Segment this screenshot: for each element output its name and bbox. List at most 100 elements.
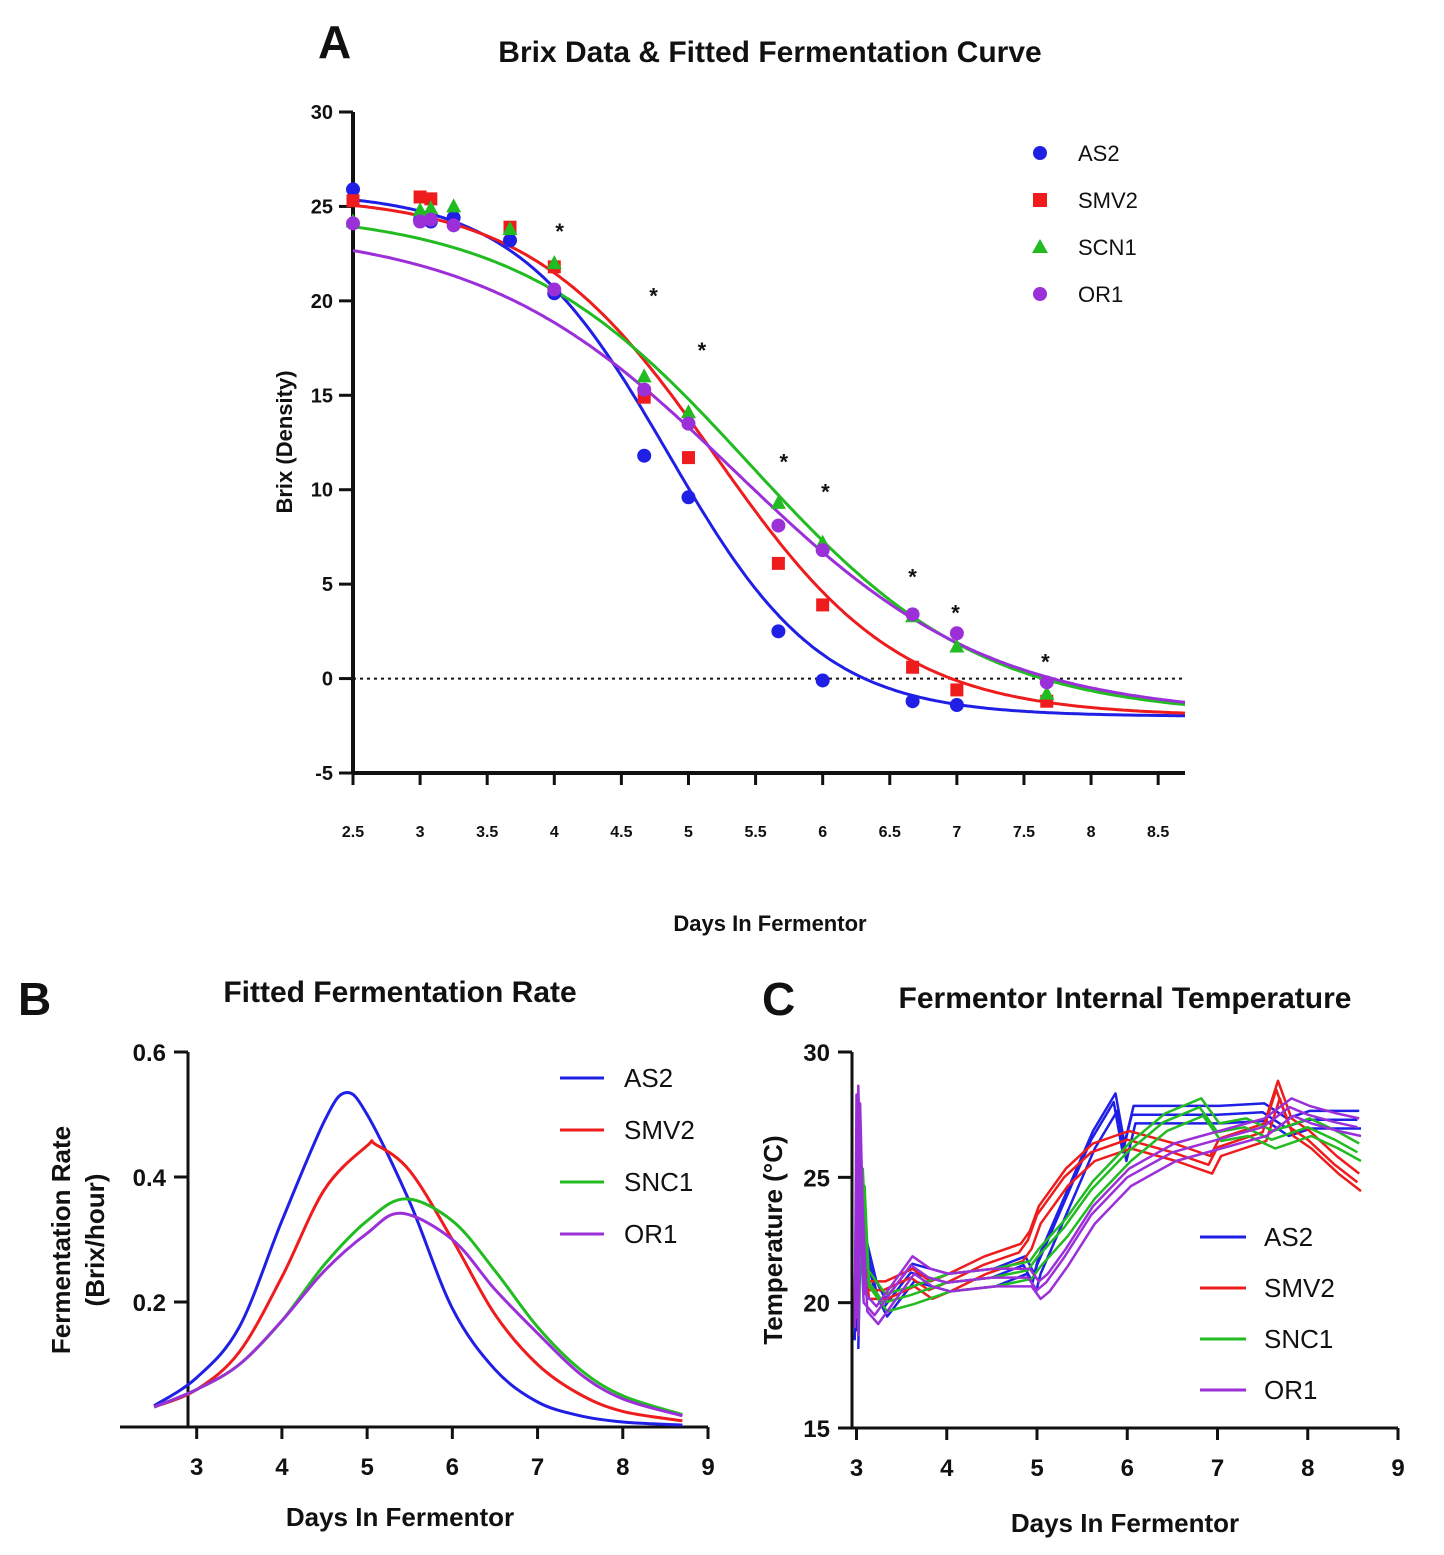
- chart-b-line-as2: [153, 1091, 683, 1427]
- chart-a-point-or1: [905, 607, 920, 622]
- chart-a-legend-label: SMV2: [1078, 188, 1138, 213]
- chart-c-legend-label: AS2: [1264, 1222, 1313, 1252]
- chart-a-x-tick-label: 6: [818, 824, 827, 841]
- chart-a-point-scn1: [546, 255, 562, 270]
- chart-a-x-tick-label: 8: [1087, 824, 1096, 841]
- chart-a-point-scn1: [423, 200, 439, 215]
- chart-a-legend-marker-smv2: [1033, 193, 1047, 207]
- chart-a-point-smv2: [413, 190, 427, 204]
- chart-a-point-or1: [423, 212, 438, 227]
- chart-a-point-smv2: [816, 598, 830, 612]
- chart-a-point-or1: [815, 543, 830, 558]
- chart-a-x-axis-label: Days In Fermentor: [673, 911, 867, 936]
- chart-a-point-scn1: [1039, 685, 1055, 700]
- chart-a-y-tick-label: 0: [322, 669, 333, 691]
- chart-a-point-smv2: [424, 192, 438, 206]
- chart-a-x-tick-label: 6.5: [879, 824, 901, 841]
- chart-c-x-tick-label: 3: [850, 1455, 863, 1482]
- chart-a-y-tick-label: 15: [311, 385, 333, 407]
- chart-a-point-scn1: [502, 221, 518, 236]
- chart-c-legend-label: SMV2: [1264, 1273, 1335, 1303]
- chart-a-point-or1: [446, 218, 461, 233]
- chart-a-significance-star: *: [555, 219, 564, 244]
- chart-a-legend-marker-or1: [1033, 287, 1047, 301]
- panel-b: B Fitted Fermentation Rate Days In Ferme…: [18, 973, 715, 1532]
- chart-a-legend-marker-as2: [1033, 146, 1047, 160]
- chart-a-significance-star: *: [649, 283, 658, 308]
- chart-a-point-scn1: [680, 404, 696, 419]
- chart-a-y-tick-label: 30: [311, 102, 333, 124]
- chart-c-y-tick-label: 25: [803, 1165, 830, 1192]
- chart-a-x-tick-label: 7.5: [1013, 824, 1035, 841]
- chart-a-point-scn1: [446, 198, 462, 213]
- chart-b-plot-area: 0.2 0.4 0.6 3 4 5 6 7 8 9 AS2 SMV2 SNC1 OR1: [120, 1040, 715, 1481]
- chart-c-x-tick-label: 9: [1391, 1455, 1404, 1482]
- chart-a-point-or1: [413, 214, 428, 229]
- chart-c-y-tick-label: 30: [803, 1040, 830, 1067]
- chart-a-legend-marker-scn1: [1032, 239, 1048, 253]
- chart-c-line-or1: [855, 1084, 1360, 1320]
- panel-c: C Fermentor Internal Temperature Days In…: [758, 973, 1405, 1538]
- chart-b-line-or1: [153, 1211, 683, 1418]
- chart-c-legend-label: OR1: [1264, 1375, 1317, 1405]
- chart-b-x-axis-label: Days In Fermentor: [286, 1502, 514, 1532]
- chart-a-x-tick-label: 3: [416, 824, 425, 841]
- chart-a-point-scn1: [770, 494, 786, 509]
- panel-a: A Brix Data & Fitted Fermentation Curve …: [272, 16, 1186, 936]
- chart-b-y-axis-label-line1: Fermentation Rate: [46, 1126, 76, 1354]
- chart-a-x-tick-label: 5.5: [744, 824, 766, 841]
- chart-b-x-tick-label: 7: [531, 1454, 544, 1481]
- chart-a-point-smv2: [681, 451, 695, 465]
- chart-c-line-snc1: [857, 1114, 1362, 1337]
- chart-b-legend-label: AS2: [624, 1063, 673, 1093]
- chart-a-legend-label: AS2: [1078, 141, 1120, 166]
- chart-a-y-tick-label: 10: [311, 480, 333, 502]
- chart-a-y-axis-label: Brix (Density): [272, 370, 297, 513]
- chart-a-point-smv2: [950, 683, 964, 697]
- panel-letter-a: A: [318, 16, 351, 68]
- chart-a-legend-label: SCN1: [1078, 235, 1137, 260]
- chart-c-x-tick-label: 8: [1301, 1455, 1314, 1482]
- chart-a-significance-star: *: [1041, 650, 1050, 675]
- chart-a-plot-area: -5 0 5 10 15 20 25 30 2.5 3 3.5 4 4.5 5 5.5 6 6.5 7 7.5 8 8.…: [311, 102, 1186, 841]
- chart-c-legend-label: SNC1: [1264, 1324, 1333, 1354]
- chart-a-point-or1: [949, 626, 964, 641]
- chart-a-point-as2: [503, 233, 518, 248]
- chart-a-point-scn1: [412, 202, 428, 217]
- chart-b-y-tick-label: 0.6: [133, 1040, 166, 1067]
- chart-a-fit-curve-as2: [352, 198, 1185, 718]
- chart-c-x-axis-label: Days In Fermentor: [1011, 1508, 1239, 1538]
- chart-a-y-tick-label: 5: [322, 574, 333, 596]
- chart-a-point-or1: [771, 518, 786, 533]
- panel-letter-b: B: [18, 973, 51, 1025]
- chart-b-legend-label: OR1: [624, 1219, 677, 1249]
- chart-a-point-smv2: [906, 660, 920, 674]
- chart-b-x-tick-label: 3: [190, 1454, 203, 1481]
- chart-c-x-tick-label: 7: [1211, 1455, 1224, 1482]
- chart-a-point-or1: [346, 216, 360, 231]
- chart-a-x-tick-label: 8.5: [1147, 824, 1169, 841]
- chart-a-fit-curve-scn1: [352, 225, 1186, 707]
- chart-a-point-as2: [949, 698, 964, 713]
- chart-a-point-smv2: [771, 556, 785, 570]
- chart-c-line-or1: [857, 1102, 1362, 1337]
- chart-a-y-tick-label: 25: [311, 196, 333, 218]
- chart-a-significance-star: *: [821, 480, 830, 505]
- chart-c-line-smv2: [855, 1079, 1360, 1307]
- chart-a-point-as2: [346, 182, 360, 197]
- chart-c-y-tick-label: 15: [803, 1416, 830, 1443]
- chart-b-line-snc1: [153, 1197, 683, 1416]
- chart-b-title: Fitted Fermentation Rate: [223, 976, 576, 1009]
- chart-a-point-as2: [771, 624, 786, 639]
- chart-b-x-tick-label: 9: [701, 1454, 714, 1481]
- chart-c-x-tick-label: 5: [1030, 1455, 1043, 1482]
- chart-a-point-scn1: [949, 638, 965, 653]
- chart-c-y-axis-label: Temperature (°C): [758, 1135, 788, 1344]
- panel-letter-c: C: [762, 973, 795, 1025]
- chart-b-x-tick-label: 8: [616, 1454, 629, 1481]
- chart-a-point-or1: [547, 282, 562, 297]
- chart-a-fit-curve-smv2: [352, 203, 1186, 715]
- chart-a-point-as2: [815, 673, 830, 688]
- chart-c-line-snc1: [853, 1105, 1359, 1328]
- chart-a-y-tick-label: -5: [315, 763, 333, 785]
